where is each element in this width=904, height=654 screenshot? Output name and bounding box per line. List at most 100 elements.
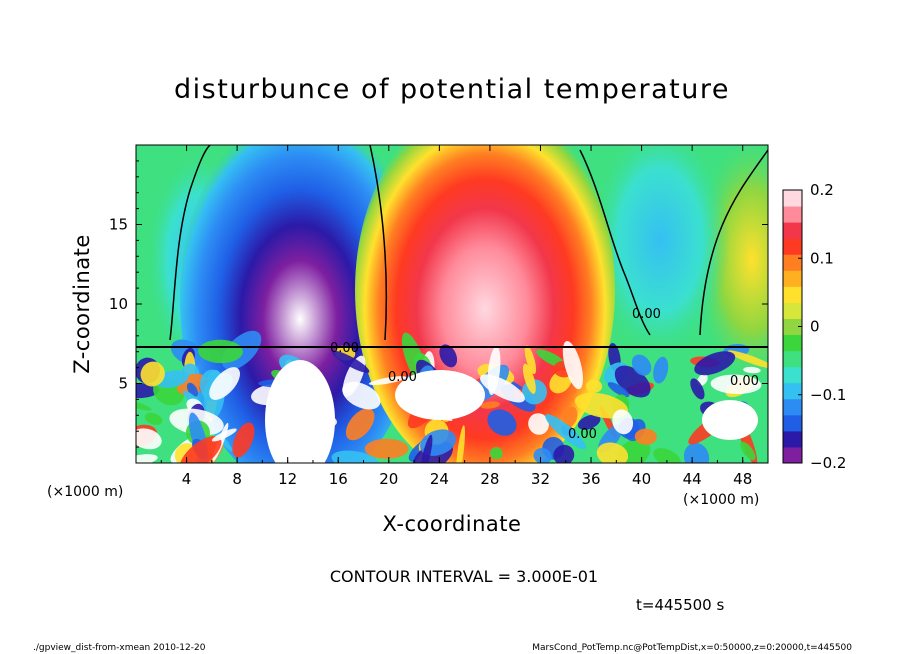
turbulence-blob: [577, 414, 601, 430]
turbulence-blob: [136, 428, 162, 450]
contour-label: 0.00: [568, 427, 597, 442]
turbulence-blob: [136, 383, 160, 399]
colorbar-label: 0.1: [810, 249, 834, 267]
x-tick-label: 20: [379, 470, 398, 488]
x-ticks: 4 8 12 16 20 24 28 32 36 40 44 48: [160, 145, 752, 488]
x-axis-label: X-coordinate: [382, 512, 522, 536]
colorbar-label: −0.1: [810, 386, 846, 404]
turbulence-blob: [522, 363, 536, 394]
x-tick-label: 40: [632, 470, 651, 488]
x-tick-label: 36: [581, 470, 600, 488]
contour-line-left: [169, 145, 211, 341]
x-tick-label: 12: [278, 470, 297, 488]
turbulence-blob: [607, 382, 630, 398]
chart-title: disturbunce of potential temperature: [174, 74, 730, 105]
colorbar-label: 0: [810, 318, 820, 336]
x-tick-label: 24: [430, 470, 449, 488]
turbulence-blob: [596, 442, 629, 463]
x-tick-label: 28: [480, 470, 499, 488]
turbulence-blob: [487, 409, 517, 436]
turbulence-blob: [342, 381, 381, 410]
turbulence-blob: [487, 346, 501, 396]
turbulence-blob: [631, 354, 652, 376]
colorbar-swatch: [783, 286, 802, 303]
turbulence-blob: [586, 379, 603, 393]
turbulence-blob: [562, 341, 584, 390]
turbulence-blob: [690, 378, 705, 400]
turbulence-blob: [489, 447, 503, 460]
x-unit-label-left: (×1000 m): [47, 484, 124, 500]
turbulent-layer: [136, 330, 768, 463]
footer-script-info: ./gpview_dist-from-xmean 2010-12-20: [33, 643, 206, 653]
turbulence-blob: [694, 351, 736, 376]
turbulence-blob: [612, 409, 634, 435]
colorbar-swatch: [783, 334, 802, 352]
time-label: t=445500 s: [636, 596, 725, 614]
colorbar-swatch: [783, 222, 802, 239]
turbulence-blob: [209, 367, 241, 400]
colorbar: 0.2 0.1 0 −0.1 −0.2: [782, 181, 846, 472]
turbulence-blob: [179, 435, 222, 463]
colorbar-swatch: [783, 270, 802, 287]
contour-label: 0.00: [388, 370, 417, 385]
contour-label: 0.00: [632, 307, 661, 322]
contour-labels: 0.00 0.00 0.00 0.00 0.00: [330, 307, 759, 442]
x-tick-label: 32: [531, 470, 550, 488]
turbulence-blob: [331, 450, 379, 463]
heatmap-field: [136, 145, 768, 463]
contour-line-far-right: [699, 149, 768, 336]
turbulence-blob: [727, 350, 768, 369]
colorbar-swatch: [783, 350, 802, 368]
colorbar-swatch: [783, 430, 802, 448]
colorbar-swatch: [783, 398, 802, 416]
turbulence-blob: [553, 444, 575, 463]
turbulence-blob: [211, 428, 237, 442]
turbulence-blob: [480, 401, 501, 409]
turbulence-blob: [136, 454, 158, 463]
turbulence-blob: [740, 441, 756, 461]
turbulence-blob: [144, 412, 163, 425]
x-unit-label-right: (×1000 m): [683, 492, 760, 508]
turbulence-blob: [232, 422, 255, 458]
turbulence-blob: [455, 425, 466, 463]
white-plume: [395, 370, 485, 420]
turbulence-blob: [634, 428, 657, 445]
turbulence-blob: [562, 406, 578, 428]
colorbar-swatch: [783, 206, 802, 223]
turbulence-blob: [439, 344, 458, 368]
x-tick-label: 16: [329, 470, 348, 488]
x-tick-label: 4: [182, 470, 192, 488]
turbulence-blob: [653, 356, 669, 384]
contour-label: 0.00: [730, 374, 759, 389]
turbulence-blob: [198, 339, 243, 364]
y-tick-label: 10: [109, 295, 128, 313]
x-tick-label: 48: [733, 470, 752, 488]
contour-line-mid: [369, 145, 388, 341]
colorbar-swatch: [783, 190, 802, 207]
contour-interval-text: CONTOUR INTERVAL = 3.000E-01: [329, 567, 599, 586]
white-plume: [265, 360, 335, 463]
turbulence-blob: [364, 438, 409, 459]
turbulence-blob: [710, 374, 762, 394]
x-tick-label: 44: [683, 470, 702, 488]
colorbar-swatch: [783, 254, 802, 271]
colorbar-label: −0.2: [810, 454, 846, 472]
turbulence-blob: [528, 413, 549, 435]
turbulence-blob: [420, 434, 433, 463]
y-tick-label: 5: [118, 375, 128, 393]
colorbar-swatch: [783, 318, 802, 336]
colorbar-swatch: [783, 366, 802, 384]
colorbar-swatch: [783, 446, 802, 464]
turbulence-blob: [743, 366, 761, 374]
colorbar-swatch: [783, 382, 802, 400]
turbulence-blob: [140, 361, 165, 387]
colorbar-swatch: [783, 302, 802, 319]
x-tick-label: 8: [232, 470, 242, 488]
turbulence-blob: [683, 442, 710, 463]
colorbar-swatch: [783, 414, 802, 432]
turbulence-blob: [574, 392, 628, 419]
white-plume: [702, 400, 758, 440]
colorbar-label: 0.2: [810, 181, 834, 199]
y-ticks: 5 10 15: [109, 160, 768, 448]
